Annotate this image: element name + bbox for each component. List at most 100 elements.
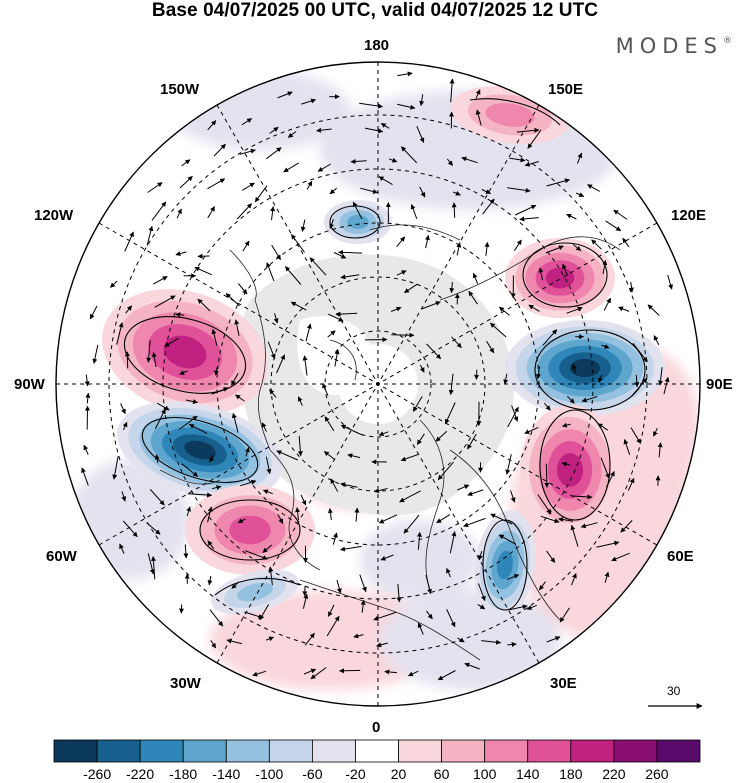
wind-vector (524, 161, 539, 167)
wind-vector (475, 89, 481, 99)
colorbar-swatch (441, 739, 486, 763)
wind-vector (353, 633, 364, 639)
wind-vector (207, 178, 226, 190)
wind-vector (359, 102, 383, 109)
wind-vector (209, 455, 215, 463)
wind-vector (373, 611, 397, 621)
wind-vector (85, 392, 91, 404)
wind-vector (537, 494, 552, 515)
wind-vector (360, 187, 378, 194)
wind-vector (302, 593, 309, 609)
wind-vector (507, 406, 519, 428)
wind-vector (150, 556, 156, 580)
wind-vector (304, 632, 315, 646)
wind-vector (305, 323, 312, 342)
contour-lines (123, 98, 646, 611)
colorbar-tick-label: -140 (212, 766, 241, 782)
wind-vector (598, 374, 603, 383)
wind-vector (147, 553, 155, 575)
wind-vector (340, 274, 360, 280)
anomaly-contour-band (347, 215, 369, 229)
wind-vectors (81, 71, 673, 681)
wind-vector (210, 640, 217, 649)
colorbar-swatch (484, 739, 529, 763)
wind-vector (391, 332, 415, 338)
wind-vector (605, 471, 615, 488)
colorbar-tick-label: 220 (602, 766, 626, 782)
wind-vector (558, 517, 573, 523)
wind-vector (396, 236, 406, 248)
wind-vector (506, 574, 520, 580)
colorbar-tick-label: -20 (345, 766, 366, 782)
wind-vector (309, 257, 327, 276)
wind-vector (112, 456, 119, 480)
wind-vector (566, 395, 575, 404)
wind-vector (207, 206, 216, 219)
wind-vector (197, 298, 211, 312)
wind-vector (235, 394, 245, 402)
wind-vector (262, 489, 273, 495)
wind-vector (240, 479, 257, 487)
colorbar-tick-label: -100 (255, 766, 284, 782)
colorbar-swatch (268, 739, 313, 763)
wind-vector (152, 276, 168, 285)
wind-vector (508, 604, 528, 611)
wind-vector (287, 131, 297, 138)
anomaly-cell-mid-atlantic-low (211, 569, 299, 615)
wind-vector (245, 550, 268, 560)
wind-vector (446, 609, 456, 628)
wind-vector (265, 456, 272, 475)
colorbar-swatch (96, 739, 141, 763)
wind-vector (490, 322, 507, 338)
wind-vector (84, 374, 90, 387)
wind-vector (622, 237, 630, 248)
map-title: Base 04/07/2025 00 UTC, valid 04/07/2025… (151, 0, 599, 21)
colorbar-swatch (139, 739, 184, 763)
wind-vector (481, 639, 502, 645)
wind-vector (270, 206, 276, 221)
wind-vector (384, 669, 398, 675)
wind-vector (618, 306, 630, 312)
lon-label-120w: 120W (34, 207, 74, 224)
wind-vector (380, 554, 394, 561)
wind-vector (276, 354, 286, 374)
wind-vector (527, 129, 542, 149)
wind-vector (424, 234, 430, 249)
graticule (56, 62, 700, 706)
wind-vector (327, 508, 333, 521)
wind-vector (119, 543, 125, 554)
anomaly-cells (102, 86, 665, 620)
wind-vector (179, 370, 188, 375)
wind-vector (463, 517, 486, 528)
wind-vector (380, 122, 390, 129)
colorbar-swatch (225, 739, 270, 763)
wind-vector (267, 341, 276, 360)
wind-vector (611, 552, 630, 562)
wind-vector (657, 442, 663, 458)
wind-vector (571, 494, 593, 500)
wind-vector (146, 340, 152, 363)
wind-vector (397, 71, 413, 77)
wind-vector (451, 202, 457, 218)
wind-vector (316, 127, 332, 133)
wind-vector (542, 329, 558, 346)
wind-vector (623, 439, 631, 455)
wind-vector (600, 457, 610, 479)
wind-vector (571, 363, 577, 374)
colorbar-tick-label: -180 (169, 766, 198, 782)
wind-vector (340, 424, 363, 436)
reference-vector-label: 30 (667, 684, 681, 698)
wind-vector (475, 109, 482, 126)
wind-vector (581, 396, 598, 403)
colorbar-tick-label: -260 (83, 766, 112, 782)
wind-vector (444, 402, 456, 425)
wind-vector (242, 182, 255, 191)
wind-vector (211, 485, 222, 490)
wind-vector (290, 301, 307, 311)
wind-vector (559, 607, 570, 623)
wind-vector (435, 430, 448, 442)
wind-vector (446, 567, 451, 578)
wind-vector (283, 162, 300, 173)
anomaly-cell-siberia-low (505, 320, 665, 416)
